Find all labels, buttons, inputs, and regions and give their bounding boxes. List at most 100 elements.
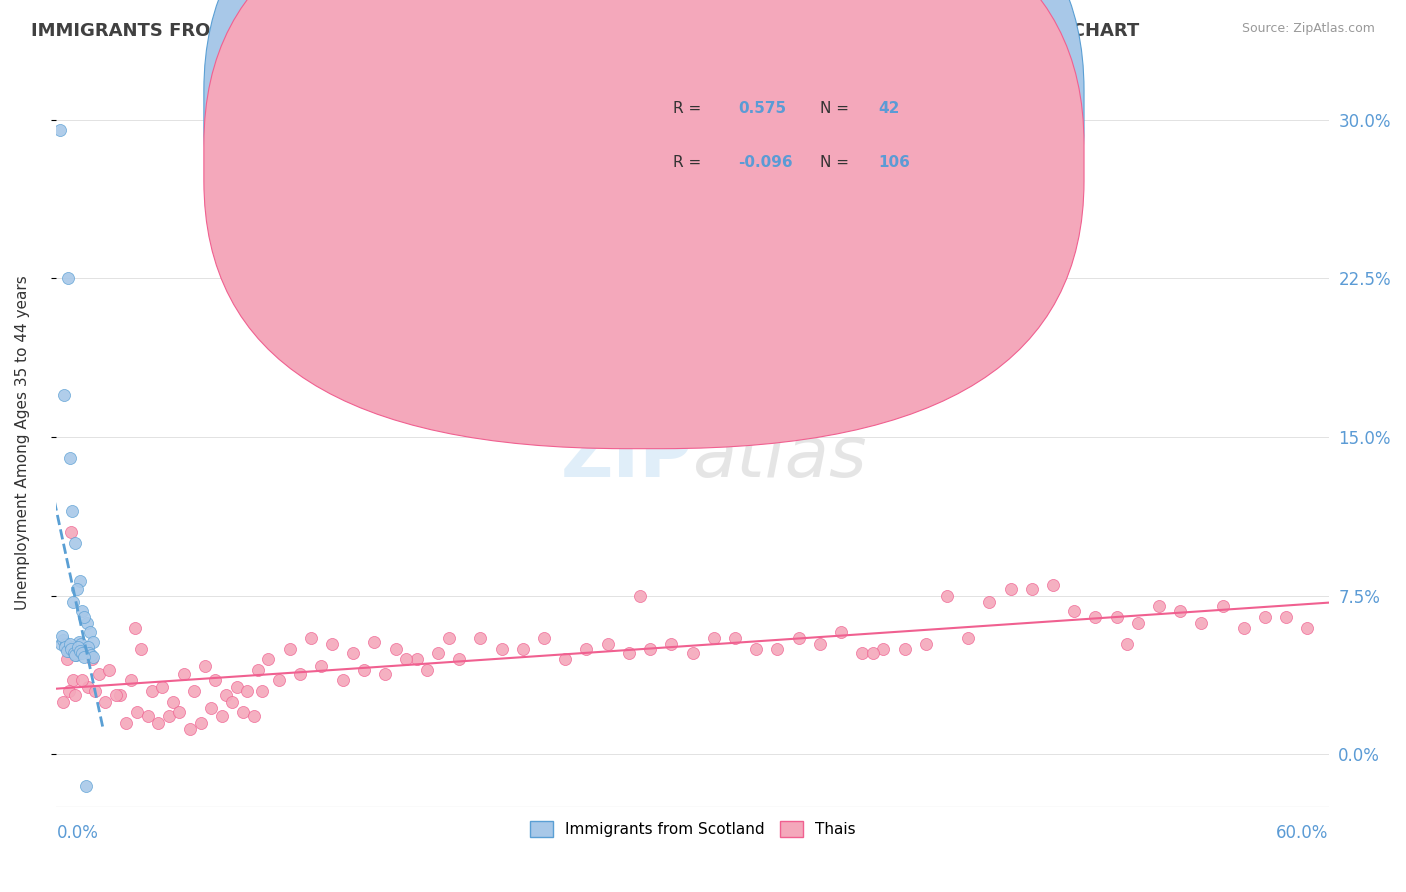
Text: 60.0%: 60.0% [1277,824,1329,842]
Point [1000,582,1022,597]
Point [82,650,104,665]
Point [69,644,91,658]
Point [136,709,159,723]
Point [936,589,959,603]
Point [204,673,226,688]
Point [745,641,768,656]
Point [49,638,72,652]
Point [1212,599,1234,614]
Point [638,641,661,656]
Point [60,641,83,656]
Point [60,525,83,540]
Text: ZIP: ZIP [560,423,693,491]
Point [1254,610,1277,624]
Point [62,673,84,688]
Point [152,680,174,694]
Point [416,663,439,677]
Point [56,271,79,285]
Point [56,652,79,666]
Point [1296,621,1319,635]
Point [1105,610,1128,624]
Point [1116,638,1139,652]
Text: N =: N = [820,155,849,169]
Point [628,589,651,603]
Point [157,709,180,723]
Point [766,641,789,656]
Point [94,695,117,709]
Point [52,695,75,709]
Point [79,624,101,639]
Point [82,652,104,666]
Point [250,684,273,698]
Point [872,641,894,656]
Point [62,595,84,609]
Point [141,684,163,698]
Point [405,652,427,666]
Point [395,652,418,666]
Point [311,658,333,673]
Point [76,779,98,793]
Point [51,629,73,643]
Text: R =: R = [673,102,702,116]
Point [659,638,682,652]
Point [58,451,80,466]
Point [179,722,201,736]
Text: R =: R = [673,155,702,169]
Point [384,641,406,656]
Point [56,644,79,658]
Point [65,648,87,662]
Point [124,621,146,635]
Point [58,638,80,652]
Point [60,504,83,518]
Point [115,715,138,730]
Y-axis label: Unemployment Among Ages 35 to 44 years: Unemployment Among Ages 35 to 44 years [15,275,30,610]
Point [533,631,555,645]
Point [211,709,233,723]
Point [1126,616,1149,631]
Point [173,667,195,681]
Point [73,650,96,665]
Point [183,684,205,698]
Point [236,684,259,698]
Point [70,604,93,618]
Point [862,646,884,660]
Point [77,646,100,660]
Point [808,638,831,652]
Point [215,688,238,702]
Point [363,635,385,649]
Point [1084,610,1107,624]
Point [104,688,127,702]
Point [225,680,247,694]
Point [162,695,184,709]
Point [65,582,87,597]
Point [73,610,96,624]
Point [724,631,747,645]
Point [66,640,89,654]
Legend: Immigrants from Scotland, Thais: Immigrants from Scotland, Thais [523,815,862,844]
Point [449,652,471,666]
Point [491,641,513,656]
Point [787,631,810,645]
Point [98,663,121,677]
Point [851,646,873,660]
Point [80,648,103,662]
Point [70,673,93,688]
Point [58,684,80,698]
Point [512,641,534,656]
Point [596,638,619,652]
Point [125,705,148,719]
Point [63,536,86,550]
Point [1189,616,1212,631]
Text: IMMIGRANTS FROM SCOTLAND VS THAI UNEMPLOYMENT AMONG AGES 35 TO 44 YEARS CORRELAT: IMMIGRANTS FROM SCOTLAND VS THAI UNEMPLO… [31,22,1139,40]
Point [1021,582,1043,597]
Point [1147,599,1170,614]
Point [682,646,704,660]
Point [242,709,264,723]
Point [353,663,375,677]
Point [332,673,354,688]
Point [63,646,86,660]
Point [53,640,76,654]
Point [246,663,269,677]
Point [575,641,598,656]
Text: 0.0%: 0.0% [56,824,98,842]
